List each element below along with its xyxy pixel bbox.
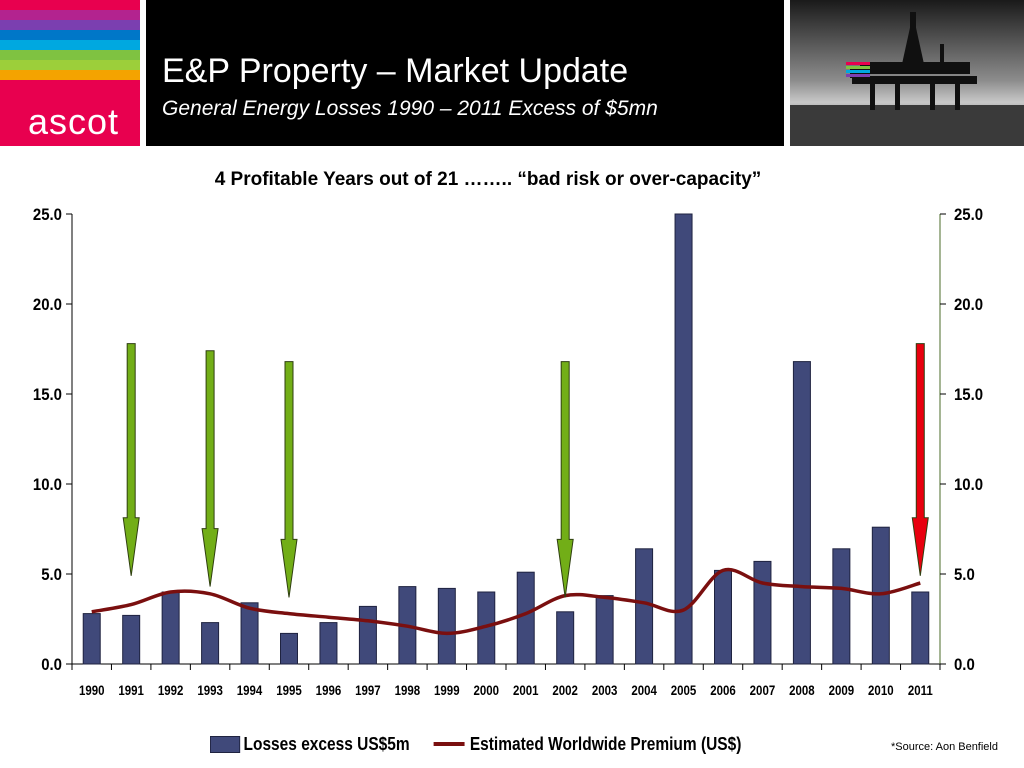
premium-line xyxy=(91,567,921,636)
bar xyxy=(516,571,535,665)
x-tick-label: 1993 xyxy=(197,682,223,698)
x-tick-label: 1996 xyxy=(316,682,342,698)
y2-tick-label: 10.0 xyxy=(954,476,983,494)
y-tick-label: 15.0 xyxy=(33,386,62,404)
x-tick-label: 2000 xyxy=(474,682,500,698)
logo-base xyxy=(0,100,140,146)
red-arrow xyxy=(911,343,929,576)
slide-title: E&P Property – Market Update xyxy=(162,52,629,90)
header-divider xyxy=(784,0,790,146)
bar xyxy=(674,213,693,665)
source-note: *Source: Aon Benfield xyxy=(890,741,998,753)
y-tick-label: 25.0 xyxy=(33,206,62,224)
logo-stripe xyxy=(0,50,140,61)
green-arrow xyxy=(122,343,140,576)
bar xyxy=(280,632,298,665)
x-tick-label: 2006 xyxy=(710,682,736,698)
chart-title: 4 Profitable Years out of 21 …….. “bad r… xyxy=(214,169,762,190)
x-tick-label: 2010 xyxy=(868,682,894,698)
oil-platform-photo xyxy=(790,0,1024,146)
x-tick-label: 1994 xyxy=(237,682,263,698)
x-tick-label: 2011 xyxy=(908,682,933,698)
logo-text: ascot xyxy=(28,101,120,142)
bar xyxy=(122,614,141,665)
legend-line-swatch xyxy=(433,742,465,746)
legend-line-label: Estimated Worldwide Premium (US$) xyxy=(469,733,742,754)
x-tick-label: 2005 xyxy=(671,682,697,698)
slide-header: ascot E&P Property – Market Update Gener… xyxy=(0,0,1024,146)
logo-stripe xyxy=(0,90,140,101)
y2-tick-label: 20.0 xyxy=(954,296,983,314)
bar xyxy=(161,591,180,665)
bar xyxy=(319,622,338,665)
bar xyxy=(201,622,220,665)
green-arrow xyxy=(556,361,574,598)
legend-bar-label: Losses excess US$5m xyxy=(243,733,410,754)
y2-tick-label: 0.0 xyxy=(954,656,975,674)
slide-subtitle: General Energy Losses 1990 – 2011 Excess… xyxy=(162,97,658,120)
y-tick-label: 10.0 xyxy=(33,476,62,494)
x-tick-label: 1991 xyxy=(118,682,144,698)
x-tick-label: 1995 xyxy=(276,682,302,698)
ascot-logo xyxy=(0,0,140,146)
y-tick-label: 20.0 xyxy=(33,296,62,314)
legend-bar-swatch xyxy=(210,735,241,753)
bar xyxy=(714,569,732,665)
y-tick-label: 5.0 xyxy=(41,566,62,584)
x-tick-label: 1997 xyxy=(355,682,381,698)
x-tick-label: 1998 xyxy=(395,682,421,698)
bar xyxy=(437,587,456,665)
bar xyxy=(240,602,259,665)
y-tick-label: 0.0 xyxy=(41,656,62,674)
logo-stripe xyxy=(0,40,140,51)
bar xyxy=(595,595,614,665)
bar xyxy=(635,548,654,665)
y2-tick-label: 5.0 xyxy=(954,566,975,584)
x-tick-label: 1999 xyxy=(434,682,460,698)
x-tick-label: 1990 xyxy=(79,682,105,698)
logo-stripe xyxy=(0,20,140,31)
bar xyxy=(358,605,377,665)
y2-tick-label: 15.0 xyxy=(954,386,983,404)
logo-stripe xyxy=(0,80,140,91)
x-tick-label: 2007 xyxy=(750,682,776,698)
bar xyxy=(82,613,101,665)
x-tick-label: 1992 xyxy=(158,682,184,698)
bar xyxy=(871,526,890,665)
logo-stripe xyxy=(0,70,140,81)
logo-stripe xyxy=(0,0,140,11)
bar xyxy=(832,548,851,665)
logo-stripe xyxy=(0,30,140,41)
chart-legend: Losses excess US$5m Estimated Worldwide … xyxy=(210,733,741,755)
x-tick-label: 2009 xyxy=(829,682,855,698)
header-divider xyxy=(140,0,146,146)
y2-tick-label: 25.0 xyxy=(954,206,983,224)
logo-stripe xyxy=(0,60,140,71)
x-tick-label: 2008 xyxy=(789,682,815,698)
green-arrow xyxy=(201,350,219,587)
bar xyxy=(792,361,811,665)
green-arrow xyxy=(280,361,298,598)
x-tick-label: 2004 xyxy=(631,682,657,698)
x-tick-label: 2001 xyxy=(513,682,539,698)
bar xyxy=(911,591,930,665)
bar xyxy=(753,560,772,665)
logo-stripe xyxy=(0,10,140,21)
bar xyxy=(556,611,575,665)
x-tick-label: 2002 xyxy=(552,682,578,698)
x-tick-label: 2003 xyxy=(592,682,618,698)
